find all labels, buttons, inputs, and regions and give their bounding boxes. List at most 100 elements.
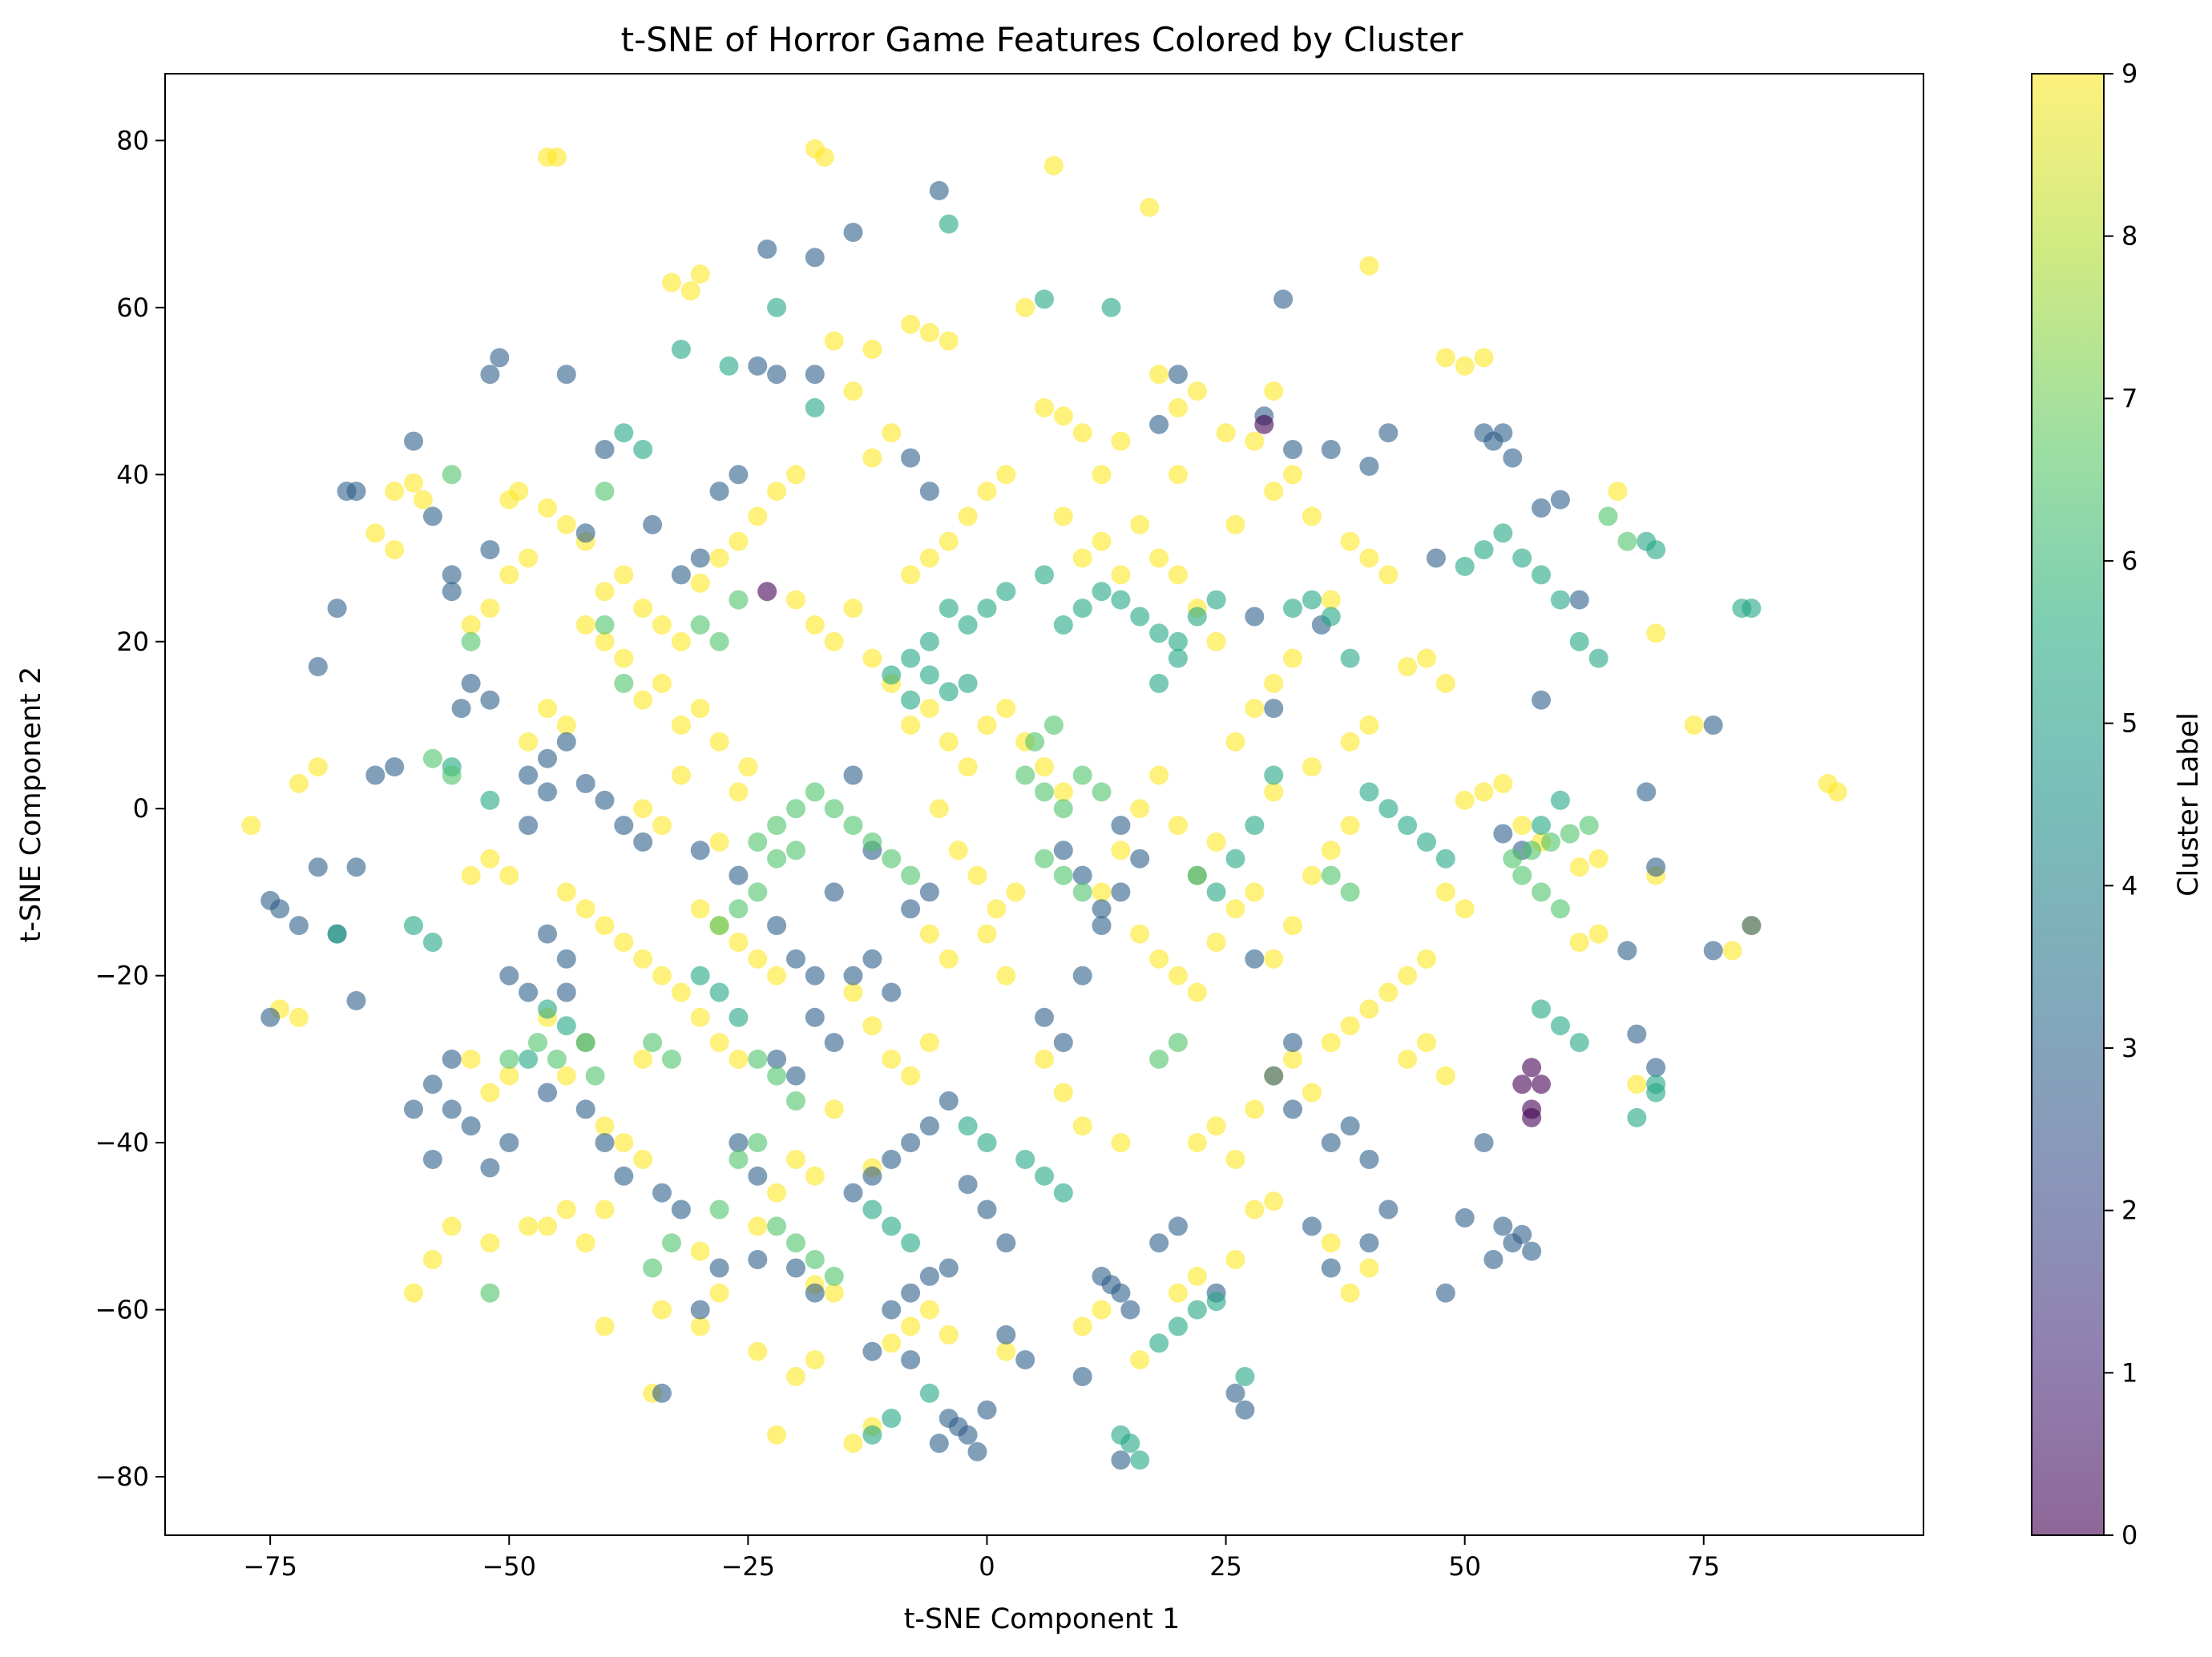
- point-cluster-3: [805, 1007, 825, 1027]
- point-cluster-3: [365, 765, 385, 785]
- point-cluster-9: [556, 514, 576, 534]
- colorbar-tick-label: 0: [2121, 1520, 2137, 1550]
- point-cluster-9: [671, 631, 691, 651]
- point-cluster-6: [1340, 882, 1360, 902]
- point-cluster-3: [1321, 1133, 1341, 1153]
- point-cluster-5: [575, 1033, 595, 1053]
- point-cluster-9: [652, 816, 672, 836]
- point-cluster-6: [748, 1133, 768, 1153]
- point-cluster-3: [843, 223, 863, 242]
- point-cluster-3: [595, 440, 615, 459]
- point-cluster-6: [1550, 899, 1570, 919]
- point-cluster-9: [996, 966, 1016, 986]
- point-cluster-9: [1168, 1283, 1188, 1303]
- point-cluster-0: [757, 582, 777, 602]
- point-cluster-9: [786, 1150, 805, 1169]
- point-cluster-9: [1398, 966, 1418, 986]
- point-cluster-9: [575, 1233, 595, 1253]
- point-cluster-9: [1283, 916, 1302, 936]
- point-cluster-5: [1187, 1300, 1207, 1320]
- point-cluster-9: [1187, 1133, 1207, 1153]
- point-cluster-9: [1302, 757, 1322, 777]
- point-cluster-5: [1206, 590, 1226, 610]
- colorbar-gradient: [2032, 74, 2104, 1535]
- point-cluster-3: [614, 1166, 634, 1186]
- point-cluster-5: [1168, 648, 1188, 668]
- y-tick-label: 60: [116, 292, 149, 323]
- point-cluster-9: [1264, 949, 1284, 969]
- point-cluster-9: [709, 1033, 729, 1053]
- point-cluster-3: [919, 882, 939, 902]
- point-cluster-9: [938, 331, 959, 351]
- point-cluster-9: [480, 1233, 500, 1253]
- point-cluster-9: [690, 899, 710, 919]
- point-cluster-9: [480, 599, 500, 619]
- point-cluster-9: [1130, 799, 1150, 819]
- point-cluster-6: [1503, 849, 1523, 869]
- point-cluster-9: [595, 1316, 615, 1336]
- point-cluster-9: [1187, 1266, 1207, 1286]
- point-cluster-5: [1168, 631, 1188, 651]
- point-cluster-9: [958, 506, 978, 526]
- point-cluster-0: [1522, 1058, 1542, 1078]
- point-cluster-6: [643, 1258, 663, 1278]
- point-cluster-9: [805, 615, 825, 635]
- point-cluster-9: [1340, 816, 1360, 836]
- point-cluster-9: [1684, 716, 1704, 735]
- point-cluster-6: [709, 631, 729, 651]
- point-cluster-3: [843, 765, 863, 785]
- point-cluster-9: [1827, 782, 1847, 802]
- point-cluster-9: [1130, 514, 1150, 534]
- point-cluster-9: [1168, 966, 1188, 986]
- point-cluster-6: [1025, 732, 1045, 752]
- point-cluster-5: [1512, 548, 1532, 568]
- point-cluster-3: [996, 1233, 1016, 1253]
- point-cluster-9: [595, 631, 615, 651]
- point-cluster-3: [442, 565, 462, 585]
- point-cluster-9: [633, 599, 653, 619]
- point-cluster-9: [633, 1150, 653, 1169]
- point-cluster-3: [805, 248, 825, 268]
- point-cluster-5: [882, 1216, 902, 1236]
- point-cluster-5: [480, 790, 500, 810]
- point-cluster-5: [1187, 865, 1207, 885]
- point-cluster-3: [490, 348, 510, 368]
- point-cluster-5: [1550, 590, 1570, 610]
- point-cluster-3: [575, 523, 595, 543]
- point-cluster-3: [556, 365, 576, 385]
- point-cluster-5: [1035, 565, 1054, 585]
- point-cluster-9: [690, 573, 710, 593]
- point-cluster-3: [1302, 1216, 1322, 1236]
- point-cluster-6: [1321, 865, 1341, 885]
- point-cluster-3: [289, 916, 309, 936]
- point-cluster-3: [919, 1266, 939, 1286]
- colorbar-ticks: 0 1 2 3 4 5 6 7 8 9: [2104, 58, 2137, 1550]
- point-cluster-9: [614, 933, 634, 952]
- point-cluster-3: [901, 899, 921, 919]
- point-cluster-3: [690, 841, 710, 861]
- point-cluster-9: [1053, 506, 1073, 526]
- point-cluster-9: [1435, 882, 1455, 902]
- point-cluster-9: [1225, 514, 1245, 534]
- point-cluster-6: [662, 1233, 681, 1253]
- point-cluster-6: [442, 765, 462, 785]
- point-cluster-5: [404, 916, 423, 936]
- point-cluster-9: [996, 465, 1016, 485]
- point-cluster-3: [996, 1324, 1016, 1345]
- point-cluster-9: [1321, 590, 1341, 610]
- point-cluster-5: [519, 1049, 539, 1069]
- point-cluster-9: [519, 1216, 539, 1236]
- point-cluster-3: [1340, 1116, 1360, 1136]
- point-cluster-9: [690, 1316, 710, 1336]
- point-cluster-9: [1359, 999, 1379, 1019]
- point-cluster-3: [404, 431, 423, 451]
- point-cluster-9: [977, 482, 997, 502]
- point-cluster-5: [1225, 849, 1245, 869]
- point-cluster-9: [289, 1007, 309, 1027]
- point-cluster-5: [1235, 1367, 1255, 1386]
- point-cluster-9: [786, 590, 805, 610]
- point-cluster-9: [996, 1341, 1016, 1361]
- point-cluster-6: [1053, 799, 1073, 819]
- point-cluster-3: [1035, 1007, 1054, 1027]
